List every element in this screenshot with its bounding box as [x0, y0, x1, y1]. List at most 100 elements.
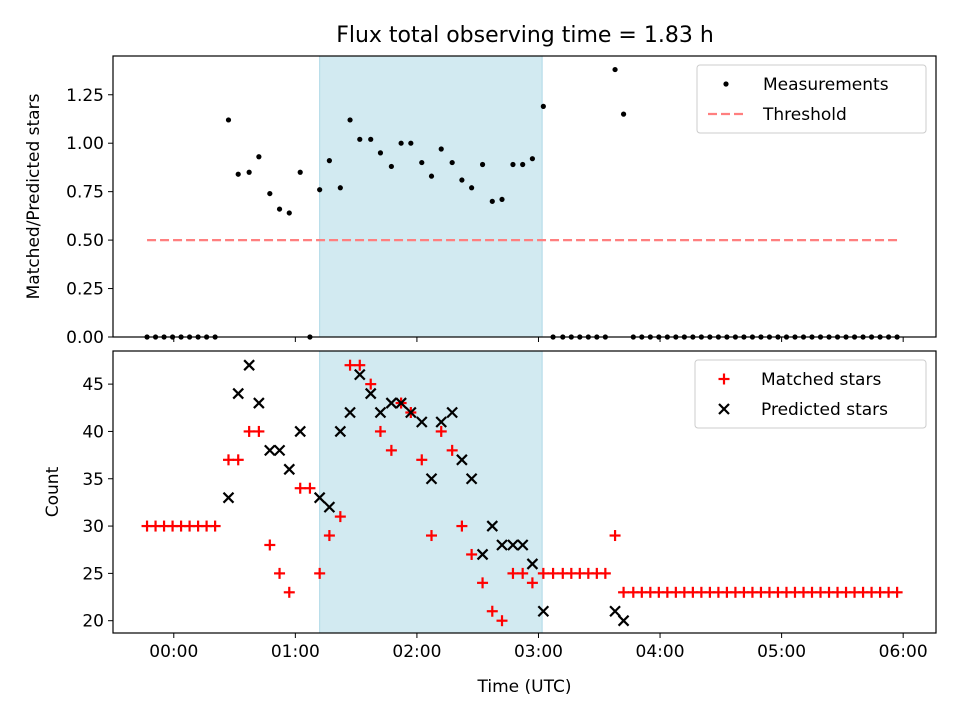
predicted-star-marker	[476, 548, 489, 561]
marker-stroke	[374, 406, 387, 419]
marker-stroke	[537, 605, 550, 618]
matched-star-marker	[426, 530, 438, 542]
predicted-star-marker	[609, 605, 621, 618]
measurement-point	[479, 161, 486, 168]
marker-stroke	[385, 397, 398, 409]
matched-star-marker	[374, 425, 386, 437]
matched-star-marker	[477, 577, 489, 589]
legend-box	[694, 359, 927, 429]
measurement-point	[398, 140, 404, 146]
predicted-star-marker	[344, 406, 356, 419]
measurement-point	[499, 196, 505, 203]
predicted-star-marker	[395, 397, 407, 409]
measurement-point	[408, 140, 414, 146]
matched-star-marker	[323, 530, 335, 542]
predicted-star-marker	[364, 387, 377, 400]
x-tick-label: 06:00	[879, 642, 928, 662]
measurement-point	[449, 159, 455, 166]
measurement-point	[520, 161, 526, 168]
marker-stroke	[395, 397, 407, 409]
legend: Measurements Threshold	[696, 64, 927, 134]
marker-stroke	[243, 359, 255, 371]
measurement-point	[286, 210, 292, 216]
predicted-star-marker	[425, 472, 438, 485]
matched-star-marker	[446, 444, 458, 456]
measurement-point	[388, 163, 394, 170]
matched-star-marker	[274, 567, 286, 579]
predicted-star-marker	[283, 463, 296, 476]
y-tick-label: 20	[82, 612, 104, 632]
legend-label: Predicted stars	[761, 400, 888, 420]
matched-star-marker	[547, 567, 559, 579]
measurement-point	[337, 185, 343, 191]
matched-star-marker	[517, 567, 529, 579]
matched-star-marker	[209, 520, 221, 532]
measurement-point	[510, 161, 516, 168]
measurement-point	[438, 146, 444, 152]
marker-stroke	[334, 425, 347, 438]
matched-star-marker	[416, 454, 428, 466]
y-tick-label: 0.25	[66, 280, 104, 300]
matched-star-marker	[344, 359, 356, 371]
measurement-point	[620, 111, 627, 117]
measurement-point	[368, 136, 374, 142]
matched-star-marker	[314, 567, 326, 579]
matched-star-marker	[334, 511, 346, 523]
measurement-point	[377, 150, 384, 156]
predicted-star-marker	[222, 491, 235, 504]
marker-stroke	[609, 605, 621, 618]
measurement-point	[529, 156, 536, 162]
legend-box	[696, 64, 927, 134]
y-tick-label: 0.50	[66, 231, 104, 251]
measurement-point	[276, 206, 283, 212]
predicted-star-marker	[232, 387, 244, 400]
predicted-star-marker	[456, 454, 468, 466]
marker-stroke	[264, 444, 276, 457]
legend-measurements-marker	[723, 81, 729, 87]
y-tick-label: 45	[82, 375, 104, 395]
matched-star-marker	[466, 548, 478, 560]
matched-star-marker	[496, 615, 508, 627]
measurement-point	[347, 117, 353, 123]
marker-stroke	[283, 463, 296, 476]
matched-star-marker	[264, 539, 276, 551]
predicted-star-marker	[243, 359, 255, 371]
matched-star-marker	[456, 520, 468, 532]
marker-stroke	[323, 501, 336, 513]
x-tick-label: 01:00	[271, 642, 320, 662]
marker-stroke	[516, 539, 529, 551]
x-tick-label: 03:00	[514, 642, 563, 662]
marker-stroke	[526, 558, 539, 570]
legend-label: Matched stars	[761, 370, 881, 390]
ratio-panel: 0.00 0.25 0.50 0.75 1.00 1.25 Matched/Predicte…	[24, 55, 937, 348]
chart-title: Flux total observing time = 1.83 h	[336, 23, 714, 48]
legend-label: Threshold	[762, 105, 847, 125]
matched-star-marker	[537, 567, 549, 579]
marker-stroke	[344, 406, 356, 419]
marker-stroke	[446, 406, 458, 419]
measurement-point	[428, 173, 435, 179]
predicted-star-marker	[253, 397, 265, 409]
matched-star-marker	[891, 586, 903, 598]
measurement-point	[326, 158, 332, 164]
measurement-point	[297, 169, 303, 175]
matched-star-marker	[435, 425, 447, 437]
predicted-star-marker	[354, 368, 366, 381]
legend-predicted-marker	[718, 403, 730, 415]
axes-frame	[112, 55, 937, 338]
marker-stroke	[354, 368, 366, 381]
marker-stroke	[405, 406, 417, 419]
predicted-star-marker	[294, 425, 306, 438]
marker-stroke	[507, 539, 519, 551]
legend-matched-marker	[718, 373, 730, 385]
predicted-star-marker	[415, 416, 428, 428]
matched-star-marker	[618, 586, 630, 598]
y-tick-label: 30	[82, 517, 104, 537]
marker-stroke	[617, 614, 630, 627]
x-axis-label: Time (UTC)	[477, 677, 572, 697]
marker-stroke	[294, 425, 306, 438]
measurement-point	[225, 117, 232, 123]
y-axis-label: Matched/Predicted stars	[24, 93, 44, 299]
marker-stroke	[253, 397, 265, 409]
